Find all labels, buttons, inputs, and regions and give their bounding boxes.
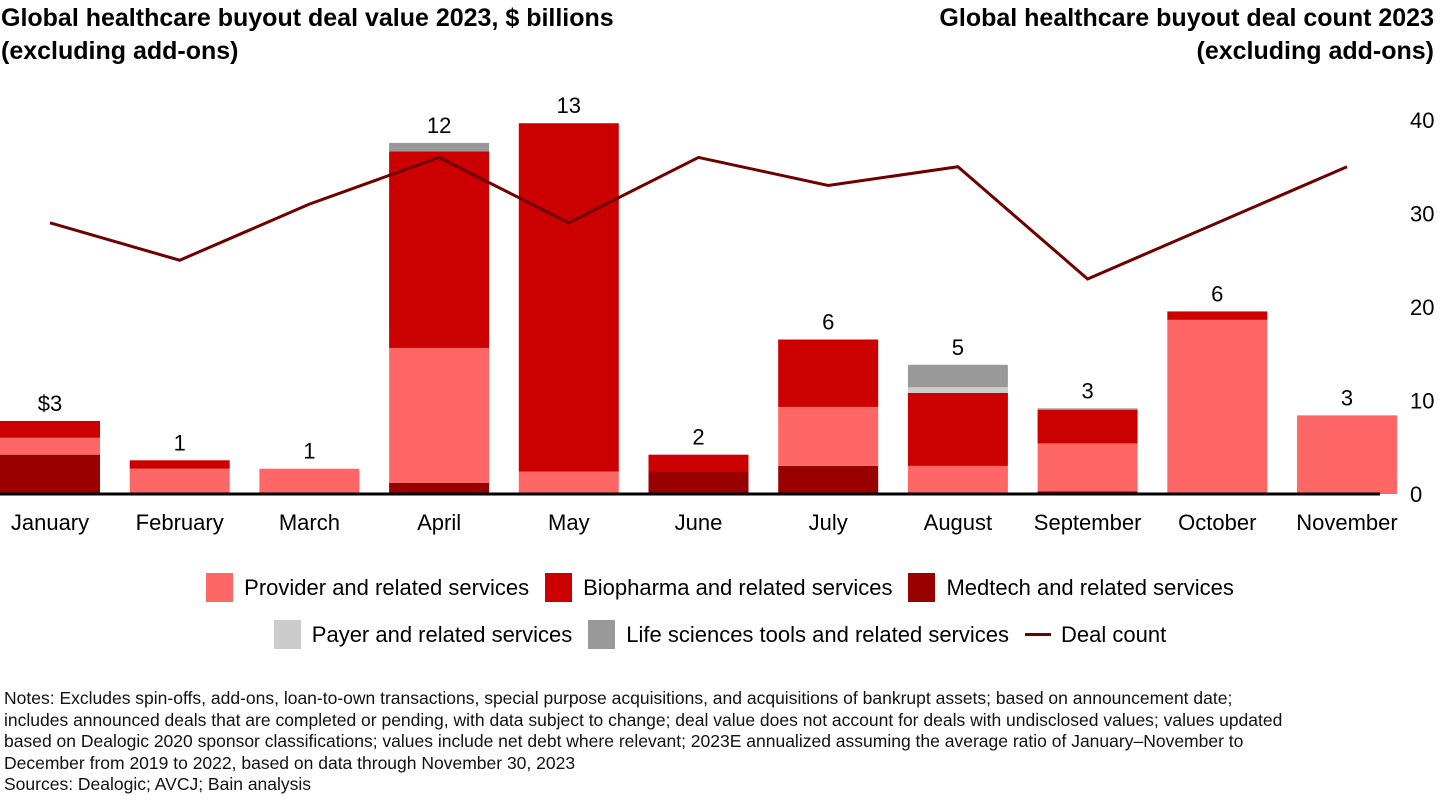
bar-segment-provider-november [1297,415,1397,494]
notes-line-4: December from 2019 to 2022, based on dat… [4,752,576,773]
bar-segment-provider-july [778,406,879,466]
x-tick-label: May [548,510,590,535]
left-chart-title: Global healthcare buyout deal value 2023… [1,2,614,68]
legend-item-provider: Provider and related services [206,573,529,602]
bar-segment-provider-may [518,471,619,494]
legend-item-medtech: Medtech and related services [908,573,1234,602]
bar-segment-medtech-june [648,471,749,494]
right-title-line-2: (excluding add-ons) [1196,37,1435,65]
bar-total-label: 3 [1081,378,1093,403]
bar-segment-lifesci-september [1037,408,1138,410]
bar-total-label: 6 [1211,281,1223,306]
legend-item-payer: Payer and related services [273,620,573,649]
bar-segment-biopharma-october [1167,311,1268,320]
x-tick-label: January [11,510,89,535]
deal-count-line [49,155,1348,281]
provider-swatch-icon [206,573,234,602]
legend-label-payer: Payer and related services [311,621,573,647]
bar-segment-provider-october [1167,319,1268,494]
legend-item-lifesci: Life sciences tools and related services [588,620,1009,649]
legend-label-provider: Provider and related services [244,574,530,600]
bar-segment-lifesci-august [907,364,1008,388]
left-title-line-2: (excluding add-ons) [1,37,239,65]
bar-total-label: 2 [692,425,704,450]
bar-segment-biopharma-september [1037,409,1138,444]
bar-segment-provider-february [129,468,230,494]
legend-label-lifesci: Life sciences tools and related services [626,621,1010,647]
medtech-swatch-icon [908,573,936,602]
bar-segment-biopharma-february [129,460,230,469]
biopharma-swatch-icon [545,573,573,602]
bar-segment-biopharma-april [389,151,490,348]
x-tick-label: March [279,510,340,535]
bar-total-label: 1 [174,430,186,455]
bar-segment-provider-march [259,468,360,494]
stacked-bars [0,123,1397,494]
bar-total-label: $3 [38,391,62,416]
bar-segment-biopharma-may [518,123,619,472]
bar-segment-provider-september [1037,443,1138,492]
bar-total-label: 6 [822,310,834,335]
bar-total-label: 12 [427,113,451,138]
bar-segment-biopharma-january [0,420,100,438]
bar-segment-medtech-april [389,482,490,494]
legend-label-medtech: Medtech and related services [946,574,1234,600]
bar-segment-provider-april [389,347,490,483]
legend-label-biopharma: Biopharma and related services [583,574,893,600]
x-axis-tick-labels: January February March April May June July Augu… [11,510,1398,535]
x-tick-label: October [1178,510,1256,535]
legend-row-2: Payer and related services Life sciences… [0,620,1440,649]
x-tick-label: June [675,510,723,535]
legend-row-1: Provider and related services Biopharma … [0,573,1440,602]
legend-item-biopharma: Biopharma and related services [545,573,892,602]
bar-segment-biopharma-august [907,392,1008,466]
right-axis-tick: 40 [1410,108,1434,133]
right-axis-tick: 30 [1410,202,1434,227]
x-tick-label: September [1034,510,1142,535]
x-tick-label: July [809,510,848,535]
x-tick-label: February [136,510,224,535]
bar-segment-biopharma-june [648,454,749,472]
bar-total-label: 13 [557,93,581,118]
bar-segment-lifesci-april [389,142,490,152]
legend-item-deal-count: Deal count [1025,622,1166,648]
right-chart-title: Global healthcare buyout deal count 2023… [939,2,1434,68]
notes-block: Notes: Excludes spin-offs, add-ons, loan… [4,688,1434,796]
bar-segment-provider-august [907,465,1008,494]
sources-line: Sources: Dealogic; AVCJ; Bain analysis [4,774,312,794]
right-axis-tick: 20 [1410,295,1434,320]
left-title-line-1: Global healthcare buyout deal value 2023… [1,4,614,32]
notes-line-2: includes announced deals that are comple… [4,709,1283,730]
x-tick-label: August [924,510,993,535]
lifesci-swatch-icon [588,620,616,649]
bar-total-label: 5 [952,335,964,360]
legend-label-deal-count: Deal count [1061,621,1167,647]
right-axis-tick: 10 [1410,389,1434,414]
bar-segment-biopharma-july [778,339,879,407]
deal-count-line-icon [1025,633,1052,636]
notes-line-3: based on Dealogic 2020 sponsor classific… [4,731,1244,751]
bar-segment-provider-january [0,437,100,455]
payer-swatch-icon [273,620,301,649]
x-tick-label: November [1296,510,1397,535]
notes-line-1: Notes: Excludes spin-offs, add-ons, loan… [4,688,1233,708]
bar-segment-payer-august [907,387,1008,393]
x-tick-label: April [417,510,461,535]
bar-total-label: 3 [1341,385,1353,410]
bar-total-label: 1 [303,439,315,464]
bar-segment-medtech-january [0,454,100,494]
right-axis-tick: 0 [1410,482,1422,507]
right-title-line-1: Global healthcare buyout deal count 2023 [939,4,1434,32]
bar-segment-medtech-july [778,465,879,494]
right-axis-tick-labels: 0 10 20 30 40 [1410,108,1434,507]
